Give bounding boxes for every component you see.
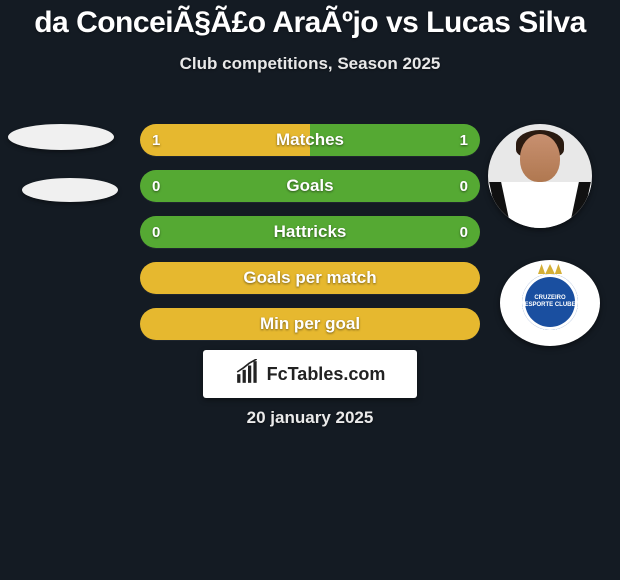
- stat-label: Hattricks: [140, 216, 480, 248]
- stat-label: Goals per match: [140, 262, 480, 294]
- stat-row: Matches1 1: [140, 124, 480, 156]
- club-crest: CRUZEIRO ESPORTE CLUBE: [500, 260, 600, 346]
- player-left-placeholder-2: [22, 178, 118, 202]
- stat-row: Hattricks0 0: [140, 216, 480, 248]
- stat-row: Min per goal: [140, 308, 480, 340]
- subtitle: Club competitions, Season 2025: [0, 54, 620, 74]
- stat-value-right: 0: [460, 170, 468, 202]
- crest-text: CRUZEIRO ESPORTE CLUBE: [522, 295, 578, 308]
- stat-value-left: 0: [152, 216, 160, 248]
- stat-label: Min per goal: [140, 308, 480, 340]
- stat-value-left: 1: [152, 124, 160, 156]
- stat-value-right: 0: [460, 216, 468, 248]
- stat-value-left: 0: [152, 170, 160, 202]
- fctables-logo: FcTables.com: [203, 350, 417, 398]
- stat-row: Goals0 0: [140, 170, 480, 202]
- date-text: 20 january 2025: [0, 408, 620, 428]
- stats-container: Matches11Goals00Hattricks00Goals per mat…: [140, 124, 480, 354]
- player-left-placeholder-1: [8, 124, 114, 150]
- player-right-avatar: [488, 124, 592, 228]
- bars-icon: [235, 359, 261, 390]
- stat-label: Matches: [140, 124, 480, 156]
- stat-label: Goals: [140, 170, 480, 202]
- logo-text: FcTables.com: [267, 364, 386, 385]
- page-title: da ConceiÃ§Ã£o AraÃºjo vs Lucas Silva: [0, 0, 620, 40]
- stat-row: Goals per match: [140, 262, 480, 294]
- stat-value-right: 1: [460, 124, 468, 156]
